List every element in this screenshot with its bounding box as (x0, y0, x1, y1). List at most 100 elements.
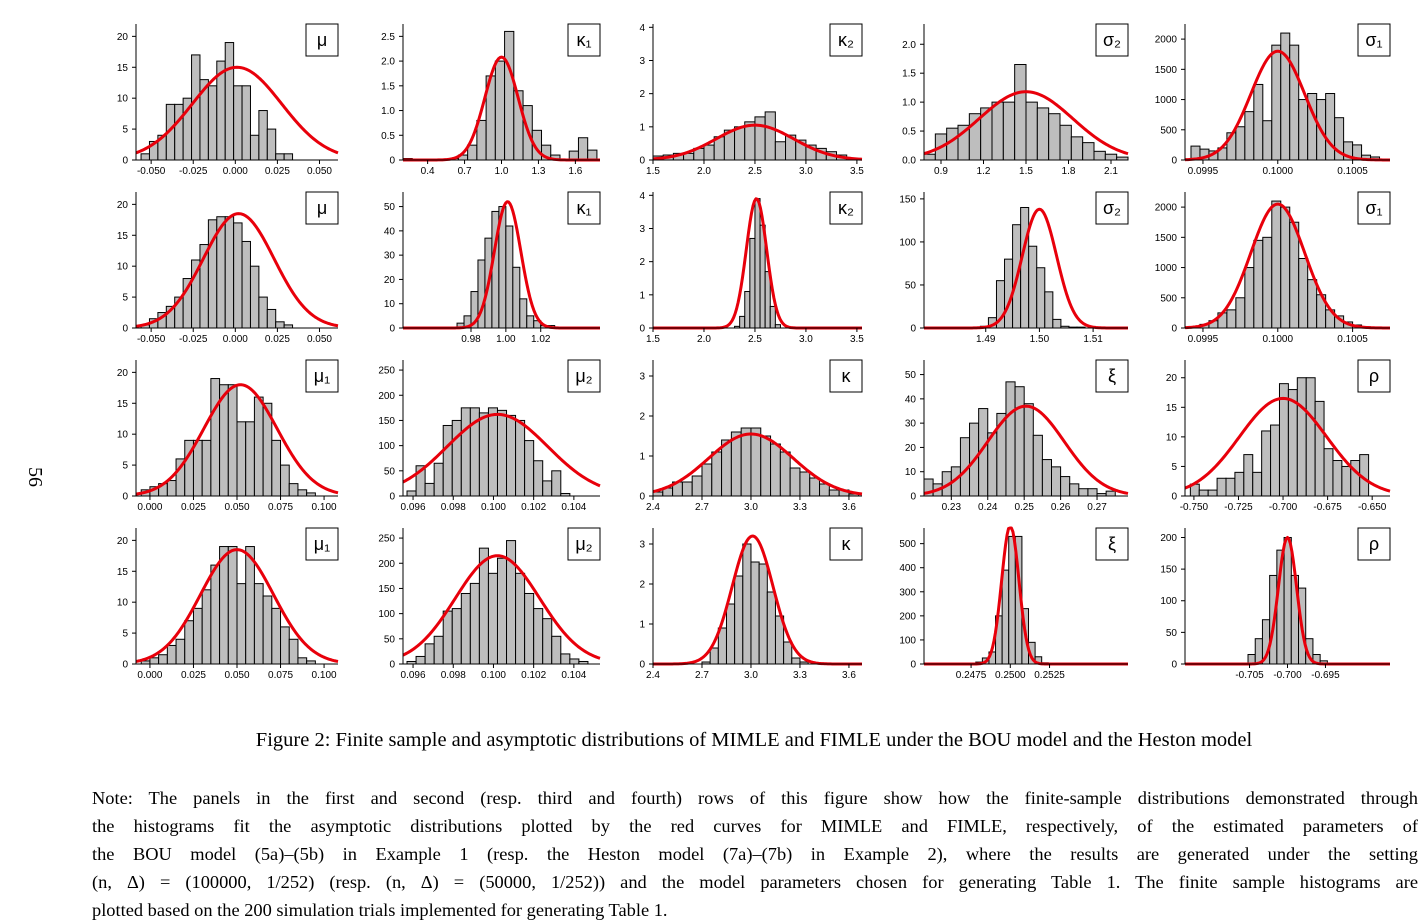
parameter-label-box (567, 527, 601, 561)
x-tick-label: 0.100 (481, 502, 506, 513)
y-tick-label: 300 (899, 587, 916, 598)
asymptotic-curve (402, 554, 601, 660)
x-tick-label: 1.51 (1083, 334, 1103, 345)
y-tick-label: 20 (117, 200, 129, 211)
histogram-panel: 0.000 0.025 0.050 0.075 0.100 0 5 10 15 20 μ₁ (117, 359, 339, 513)
y-tick-label: 0.0 (902, 156, 916, 167)
x-tick-label: 0.102 (521, 670, 546, 681)
histogram-bar (524, 440, 535, 497)
parameter-label-box (1095, 191, 1129, 225)
x-tick-label: 0.23 (942, 502, 962, 513)
x-tick-label: 0.1000 (1262, 334, 1293, 345)
x-tick-label: 0.1005 (1337, 334, 1368, 345)
histogram-bar (744, 121, 756, 161)
asymptotic-curve (923, 404, 1129, 495)
histogram-bar (1332, 460, 1343, 497)
histogram-bar (526, 315, 535, 329)
y-tick-label: 0.5 (902, 127, 916, 138)
histogram-bar (158, 654, 168, 665)
parameter-label: κ (842, 534, 852, 554)
histogram-bar (233, 222, 243, 329)
histogram-bar (442, 610, 453, 665)
y-tick-label: 100 (899, 635, 916, 646)
note-line: the BOU model (5a)–(5b) in Example 1 (re… (92, 844, 1418, 864)
histogram-bar (1323, 448, 1334, 497)
histogram-bar (249, 265, 260, 329)
histogram-bar (433, 635, 444, 665)
histogram-bar (703, 144, 715, 161)
histogram-bar (1087, 488, 1098, 497)
y-tick-label: 2 (639, 257, 645, 268)
asymptotic-curve (1184, 49, 1391, 162)
histogram-bar (478, 412, 489, 497)
histogram-bar (1048, 113, 1061, 161)
histogram-bar (701, 463, 713, 497)
histogram-bar (809, 477, 821, 497)
y-tick-label: 1.5 (902, 69, 916, 80)
histogram-panel: 0.98 1.00 1.02 0 10 20 30 40 50 κ₁ (384, 191, 601, 345)
histogram-bar (1305, 377, 1316, 497)
x-tick-label: 0.4 (421, 166, 435, 177)
histogram-bar (515, 572, 526, 665)
asymptotic-curve (652, 432, 863, 496)
histogram-bar (1244, 267, 1255, 329)
y-tick-label: 500 (1160, 125, 1177, 136)
y-tick-label: 0 (1171, 156, 1177, 167)
parameter-label: μ₂ (575, 366, 592, 386)
histogram-bar (711, 451, 723, 497)
y-tick-label: 50 (905, 370, 917, 381)
histogram-panel: 0.0995 0.1000 0.1005 0 500 1000 1500 2000 σ₁ (1155, 191, 1391, 345)
histogram-bar (1307, 279, 1318, 329)
histogram-bar (774, 141, 787, 161)
x-tick-label: 3.6 (842, 670, 856, 681)
histogram-bar (1014, 386, 1025, 497)
parameter-label-box (1357, 527, 1391, 561)
histogram-bar (1020, 206, 1030, 329)
histogram-bar (1253, 239, 1264, 329)
asymptotic-curve (923, 90, 1129, 156)
parameter-label: ξ (1108, 534, 1116, 554)
histogram-bar (1325, 93, 1336, 161)
y-tick-label: 30 (384, 251, 396, 262)
x-tick-label: 0.98 (461, 334, 481, 345)
parameter-label: ξ (1108, 366, 1116, 386)
histogram-panel: 0.096 0.098 0.100 0.102 0.104 0 50 100 150 200 250… (378, 359, 601, 513)
parameter-label: ρ (1369, 366, 1379, 386)
y-tick-label: 20 (384, 275, 396, 286)
histogram-bar (766, 591, 776, 665)
x-tick-label: 1.50 (1030, 334, 1050, 345)
asymptotic-curve (652, 123, 863, 161)
x-tick-label: 0.104 (561, 670, 586, 681)
histogram-bar (496, 557, 508, 665)
x-tick-label: -0.025 (179, 166, 208, 177)
x-tick-label: 3.0 (744, 670, 758, 681)
x-tick-label: 0.102 (521, 502, 546, 513)
parameter-label: σ₂ (1103, 30, 1121, 50)
histogram-bar (1104, 153, 1118, 161)
histogram-bar (275, 321, 285, 329)
x-tick-label: 2.1 (1104, 166, 1118, 177)
parameter-label: κ (842, 366, 852, 386)
histogram-panel: 2.4 2.7 3.0 3.3 3.6 0 1 2 3 κ (639, 527, 863, 681)
histogram-bar (1280, 206, 1291, 329)
histogram-bar (288, 638, 299, 665)
y-tick-label: 10 (117, 262, 129, 273)
histogram-bar (1234, 471, 1245, 497)
x-tick-label: 2.0 (697, 166, 711, 177)
histogram-bar (819, 483, 830, 497)
histogram-panel: -0.705 -0.700 -0.695 0 50 100 150 200 ρ (1160, 527, 1391, 681)
x-tick-label: 1.0 (495, 166, 509, 177)
histogram-bar (258, 110, 268, 161)
y-tick-label: 2.5 (381, 32, 395, 43)
y-tick-label: 1500 (1155, 233, 1178, 244)
parameter-label: ρ (1369, 534, 1379, 554)
parameter-label: κ₂ (838, 30, 854, 50)
histogram-bar (725, 603, 736, 665)
y-tick-label: 3 (639, 372, 645, 383)
y-tick-label: 1000 (1155, 95, 1178, 106)
parameter-label: σ₂ (1103, 198, 1121, 218)
y-tick-label: 15 (1166, 403, 1178, 414)
histogram-bar (280, 626, 290, 665)
x-tick-label: -0.700 (1273, 670, 1302, 681)
x-tick-label: 1.8 (1062, 166, 1076, 177)
